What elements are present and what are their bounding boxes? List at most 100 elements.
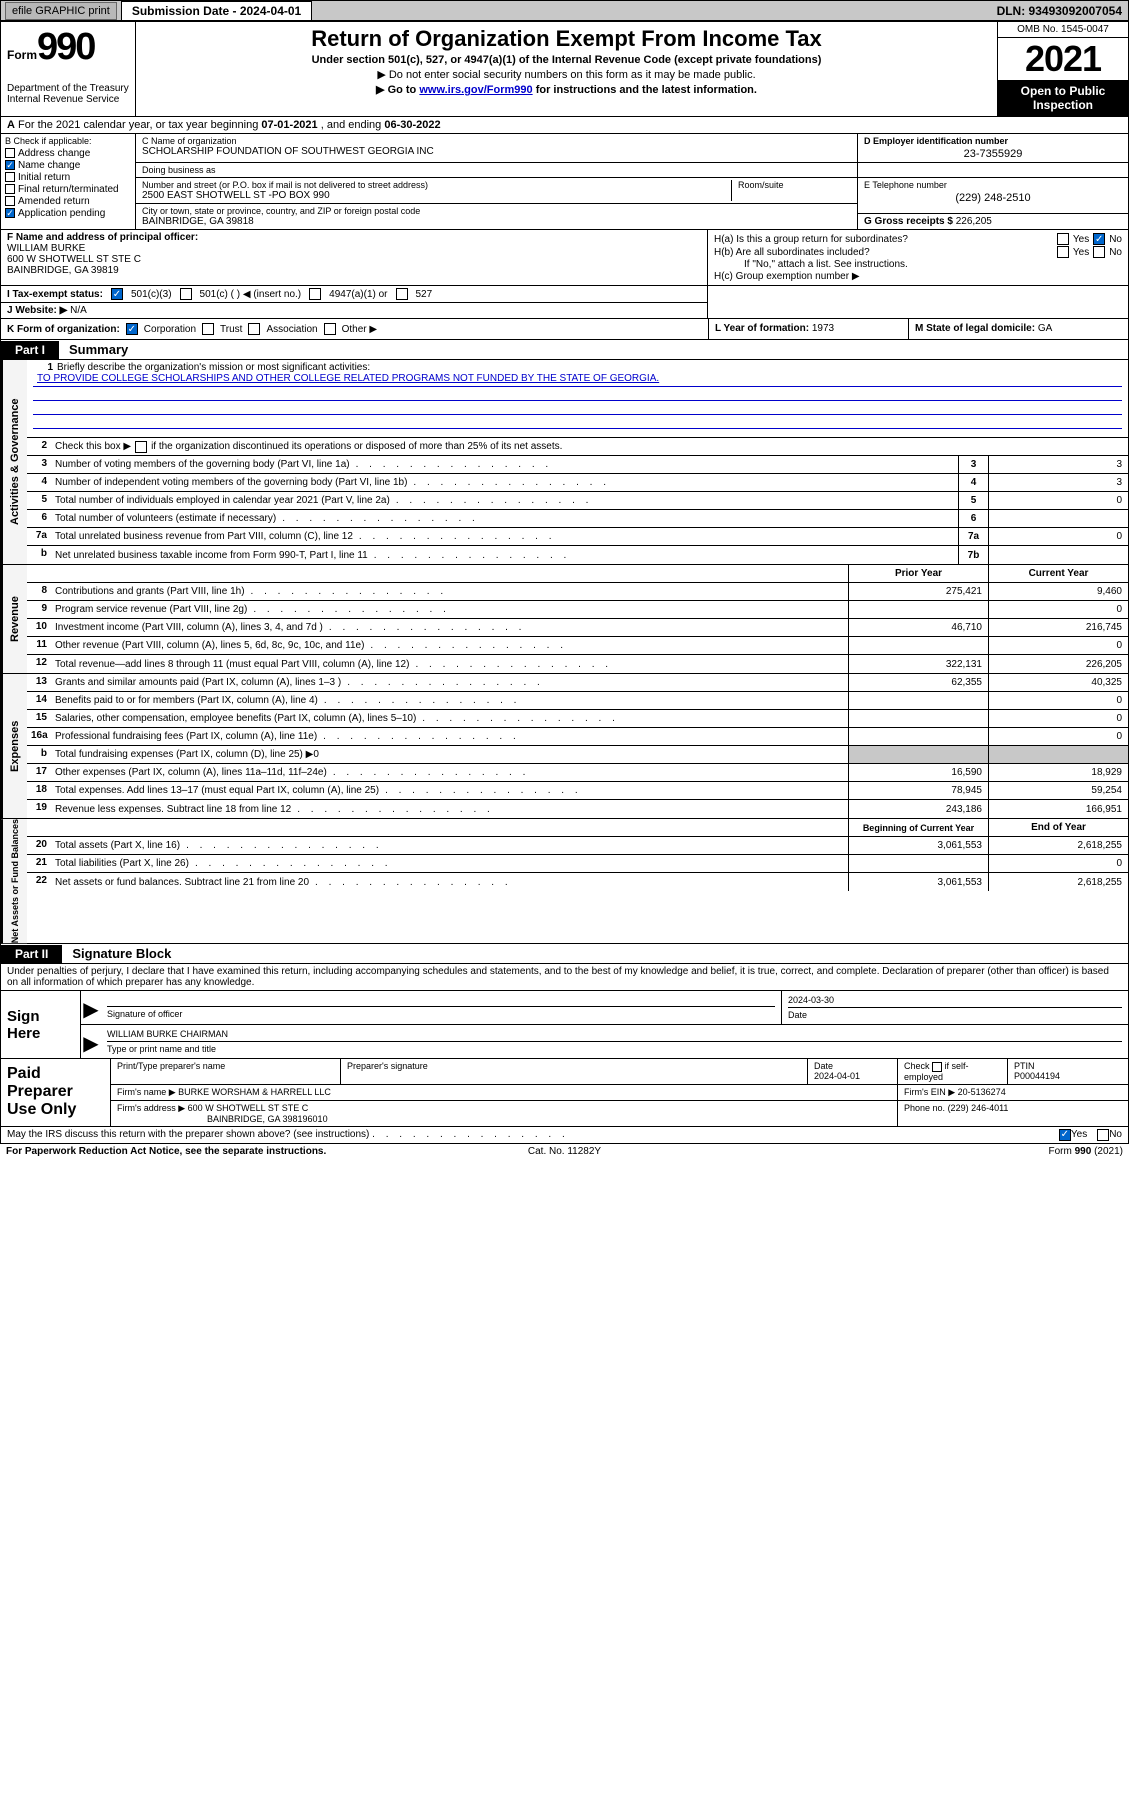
rev-line-9: 9 Program service revenue (Part VIII, li… — [27, 601, 1128, 619]
chk-501c3[interactable] — [111, 288, 123, 300]
exp-line-desc: Professional fundraising fees (Part IX, … — [55, 731, 317, 742]
rev-line-11: 11 Other revenue (Part VIII, column (A),… — [27, 637, 1128, 655]
chk-address-change[interactable] — [5, 148, 15, 158]
city-label: City or town, state or province, country… — [142, 206, 851, 216]
part-2-title: Signature Block — [62, 944, 181, 963]
prior-year-header: Prior Year — [848, 565, 988, 582]
exp-line-prior — [848, 692, 988, 709]
chk-initial-return[interactable] — [5, 172, 15, 182]
vtab-governance: Activities & Governance — [1, 360, 27, 564]
rev-line-prior: 275,421 — [848, 583, 988, 600]
ha-yes-checkbox[interactable] — [1057, 233, 1069, 245]
rev-line-desc: Contributions and grants (Part VIII, lin… — [55, 586, 245, 597]
inspection-badge: Open to Public Inspection — [998, 80, 1128, 116]
sign-date-value: 2024-03-30 — [788, 993, 1122, 1008]
firm-name-cell: Firm's name ▶ BURKE WORSHAM & HARRELL LL… — [111, 1085, 898, 1100]
hb-yes-checkbox[interactable] — [1057, 246, 1069, 258]
discuss-text-content: May the IRS discuss this return with the… — [7, 1129, 369, 1140]
rev-line-num: 11 — [27, 637, 51, 654]
row-a-text: For the 2021 calendar year, or tax year … — [18, 119, 261, 131]
dots: . . . . . . . . . . . . . . . — [327, 767, 844, 778]
page-footer: For Paperwork Reduction Act Notice, see … — [0, 1144, 1129, 1159]
dots: . . . . . . . . . . . . . . . — [341, 677, 844, 688]
rev-line-8: 8 Contributions and grants (Part VIII, l… — [27, 583, 1128, 601]
rev-line-current: 9,460 — [988, 583, 1128, 600]
gov-line-num: 5 — [27, 492, 51, 509]
net-assets-section: Net Assets or Fund Balances Beginning of… — [0, 819, 1129, 944]
gov-line-3: 3 Number of voting members of the govern… — [27, 456, 1128, 474]
discuss-yes-checkbox[interactable] — [1059, 1129, 1071, 1141]
irs-link[interactable]: www.irs.gov/Form990 — [419, 84, 532, 96]
line-2-num: 2 — [27, 438, 51, 455]
prep-selfemployed-checkbox[interactable] — [932, 1062, 942, 1072]
rev-line-num: 10 — [27, 619, 51, 636]
ein-cell: D Employer identification number 23-7355… — [858, 134, 1128, 162]
hb-note: If "No," attach a list. See instructions… — [714, 259, 1122, 270]
dots: . . . . . . . . . . . . . . . — [409, 659, 844, 670]
street-cell: Number and street (or P.O. box if mail i… — [142, 180, 731, 201]
group-return-cell: H(a) Is this a group return for subordin… — [708, 230, 1128, 285]
firm-addr1: 600 W SHOTWELL ST STE C — [188, 1103, 309, 1113]
chk-501c[interactable] — [180, 288, 192, 300]
gov-line-val — [988, 510, 1128, 527]
form-word: Form — [7, 48, 37, 62]
vtab-net-assets: Net Assets or Fund Balances — [1, 819, 27, 943]
year-formation-value: 1973 — [812, 323, 834, 334]
net-line-prior: 3,061,553 — [848, 837, 988, 854]
submission-date-button[interactable]: Submission Date - 2024-04-01 — [121, 1, 312, 21]
chk-final-return[interactable] — [5, 184, 15, 194]
net-line-num: 21 — [27, 855, 51, 872]
chk-other[interactable] — [324, 323, 336, 335]
gov-line-5: 5 Total number of individuals employed i… — [27, 492, 1128, 510]
ha-no-checkbox[interactable] — [1093, 233, 1105, 245]
exp-line-b: b Total fundraising expenses (Part IX, c… — [27, 746, 1128, 764]
gross-value: 226,205 — [956, 216, 992, 227]
tax-year-begin: 07-01-2021 — [261, 119, 317, 131]
sign-here-block: Sign Here ▶ Signature of officer 2024-03… — [0, 991, 1129, 1059]
chk-association[interactable] — [248, 323, 260, 335]
discuss-text: May the IRS discuss this return with the… — [7, 1129, 1059, 1140]
exp-line-18: 18 Total expenses. Add lines 13–17 (must… — [27, 782, 1128, 800]
gov-line-val: 3 — [988, 474, 1128, 491]
chk-name-change[interactable] — [5, 160, 15, 170]
exp-line-desc: Total expenses. Add lines 13–17 (must eq… — [55, 785, 379, 796]
gov-line-val: 0 — [988, 492, 1128, 509]
exp-line-current: 0 — [988, 728, 1128, 745]
exp-line-16a: 16a Professional fundraising fees (Part … — [27, 728, 1128, 746]
exp-line-prior: 62,355 — [848, 674, 988, 691]
prep-ptin-cell: PTIN P00044194 — [1008, 1059, 1128, 1084]
signer-name: WILLIAM BURKE CHAIRMAN — [107, 1027, 1122, 1042]
chk-trust[interactable] — [202, 323, 214, 335]
footer-right: Form 990 (2021) — [751, 1146, 1123, 1157]
gov-line-4: 4 Number of independent voting members o… — [27, 474, 1128, 492]
dots: . . . . . . . . . . . . . . . — [364, 640, 844, 651]
ein-label: D Employer identification number — [864, 136, 1122, 146]
form-note-2: ▶ Go to www.irs.gov/Form990 for instruct… — [142, 83, 991, 96]
opt-4947: 4947(a)(1) or — [329, 289, 387, 300]
opt-corporation: Corporation — [144, 324, 196, 335]
line-2-checkbox[interactable] — [135, 441, 147, 453]
phone-value: (229) 248-2510 — [864, 192, 1122, 204]
row-a-mid: , and ending — [321, 119, 385, 131]
chk-corporation[interactable] — [126, 323, 138, 335]
form-title: Return of Organization Exempt From Incom… — [142, 26, 991, 52]
prep-date-cell: Date 2024-04-01 — [808, 1059, 898, 1084]
chk-application-pending[interactable] — [5, 208, 15, 218]
exp-line-prior — [848, 746, 988, 763]
sign-date-label: Date — [788, 1008, 1122, 1022]
rev-line-prior — [848, 601, 988, 618]
i-label: I Tax-exempt status: — [7, 289, 103, 300]
firm-phone-cell: Phone no. (229) 246-4011 — [898, 1101, 1128, 1126]
mission-text: TO PROVIDE COLLEGE SCHOLARSHIPS AND OTHE… — [33, 373, 1122, 387]
chk-amended-return[interactable] — [5, 196, 15, 206]
chk-4947[interactable] — [309, 288, 321, 300]
gov-line-desc: Number of independent voting members of … — [55, 477, 407, 488]
discuss-no-checkbox[interactable] — [1097, 1129, 1109, 1141]
chk-527[interactable] — [396, 288, 408, 300]
efile-button[interactable]: efile GRAPHIC print — [5, 2, 117, 20]
section-ij: I Tax-exempt status: 501(c)(3) 501(c) ( … — [0, 286, 1129, 319]
chk-address-change-label: Address change — [18, 148, 90, 159]
exp-line-current: 0 — [988, 710, 1128, 727]
hb-no-checkbox[interactable] — [1093, 246, 1105, 258]
hb-no-label: No — [1109, 247, 1122, 258]
